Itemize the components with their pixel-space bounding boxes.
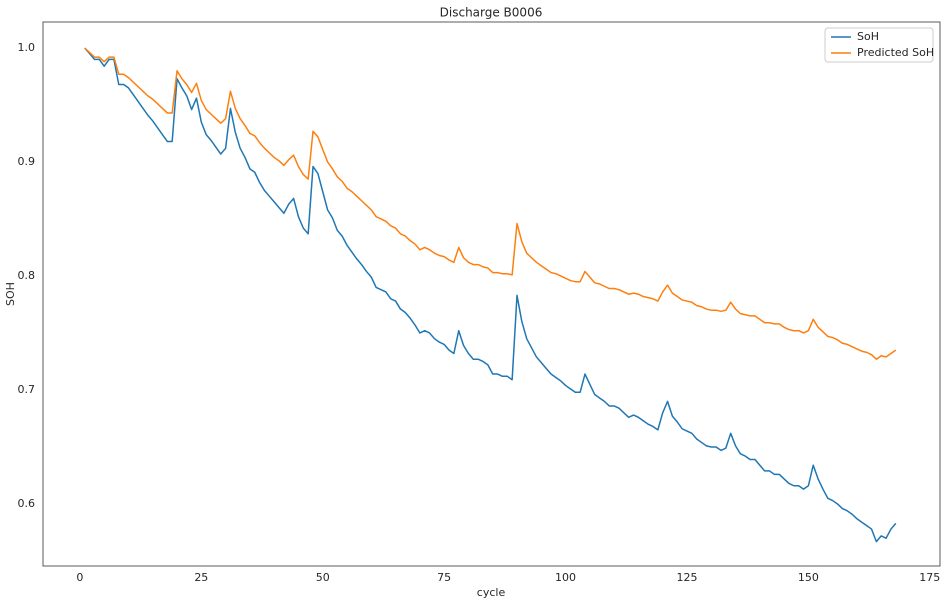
x-tick-label: 125	[676, 571, 697, 584]
x-tick-label: 100	[555, 571, 576, 584]
x-tick-label: 0	[76, 571, 83, 584]
chart-title: Discharge B0006	[440, 6, 543, 20]
y-tick-label: 0.9	[18, 155, 36, 168]
x-tick-label: 150	[798, 571, 819, 584]
y-axis-label: SOH	[4, 282, 17, 306]
x-tick-label: 75	[437, 571, 451, 584]
x-axis-label: cycle	[477, 586, 506, 599]
legend-label: Predicted SoH	[857, 46, 934, 59]
line-series	[84, 47, 897, 543]
x-tick-label: 50	[316, 571, 330, 584]
x-tick-label: 25	[194, 571, 208, 584]
y-tick-label: 0.7	[18, 383, 36, 396]
legend-box	[824, 27, 934, 63]
legend-label: SoH	[857, 30, 879, 43]
x-tick-label: 175	[919, 571, 940, 584]
line-series	[84, 47, 897, 360]
plot-frame	[42, 21, 941, 567]
y-tick-label: 0.8	[18, 269, 36, 282]
y-tick-label: 1.0	[18, 41, 36, 54]
y-tick-label: 0.6	[18, 497, 36, 510]
